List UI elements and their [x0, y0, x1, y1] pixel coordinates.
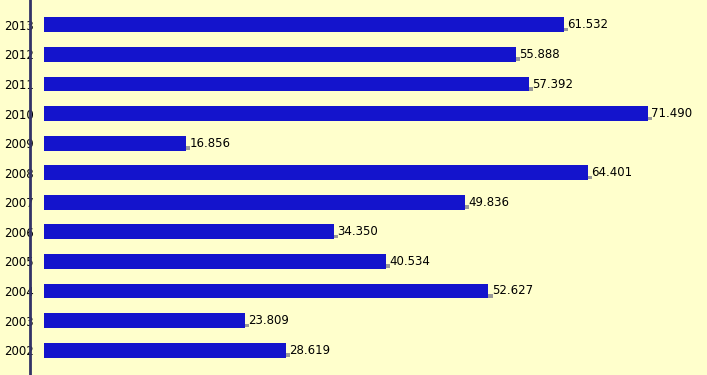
Bar	[44, 225, 334, 239]
Bar	[44, 106, 648, 121]
Text: 23.809: 23.809	[248, 314, 289, 327]
Bar	[44, 254, 386, 269]
Text: 52.627: 52.627	[492, 285, 533, 297]
Bar	[44, 205, 469, 209]
Bar	[44, 146, 190, 150]
Bar	[44, 136, 186, 150]
Bar	[44, 47, 516, 62]
Text: 34.350: 34.350	[337, 225, 378, 238]
Text: 55.888: 55.888	[520, 48, 560, 61]
Text: 61.532: 61.532	[567, 18, 608, 32]
Bar	[44, 57, 520, 61]
Text: 64.401: 64.401	[591, 166, 633, 179]
Text: 71.490: 71.490	[651, 107, 692, 120]
Bar	[44, 343, 286, 357]
Text: 49.836: 49.836	[468, 196, 509, 209]
Bar	[44, 264, 390, 268]
Bar	[44, 353, 290, 357]
Bar	[44, 313, 245, 328]
Bar	[44, 87, 533, 90]
Bar	[44, 76, 529, 92]
Bar	[44, 195, 465, 210]
Text: 57.392: 57.392	[532, 78, 573, 90]
Bar	[44, 176, 592, 179]
Text: 28.619: 28.619	[289, 344, 330, 357]
Bar	[44, 165, 588, 180]
Bar	[44, 18, 563, 32]
Bar	[44, 294, 493, 297]
Bar	[44, 324, 249, 327]
Bar	[44, 117, 652, 120]
Text: 16.856: 16.856	[189, 136, 230, 150]
Text: 40.534: 40.534	[390, 255, 431, 268]
Bar	[44, 235, 338, 238]
Bar	[44, 284, 489, 298]
Bar	[44, 28, 568, 32]
